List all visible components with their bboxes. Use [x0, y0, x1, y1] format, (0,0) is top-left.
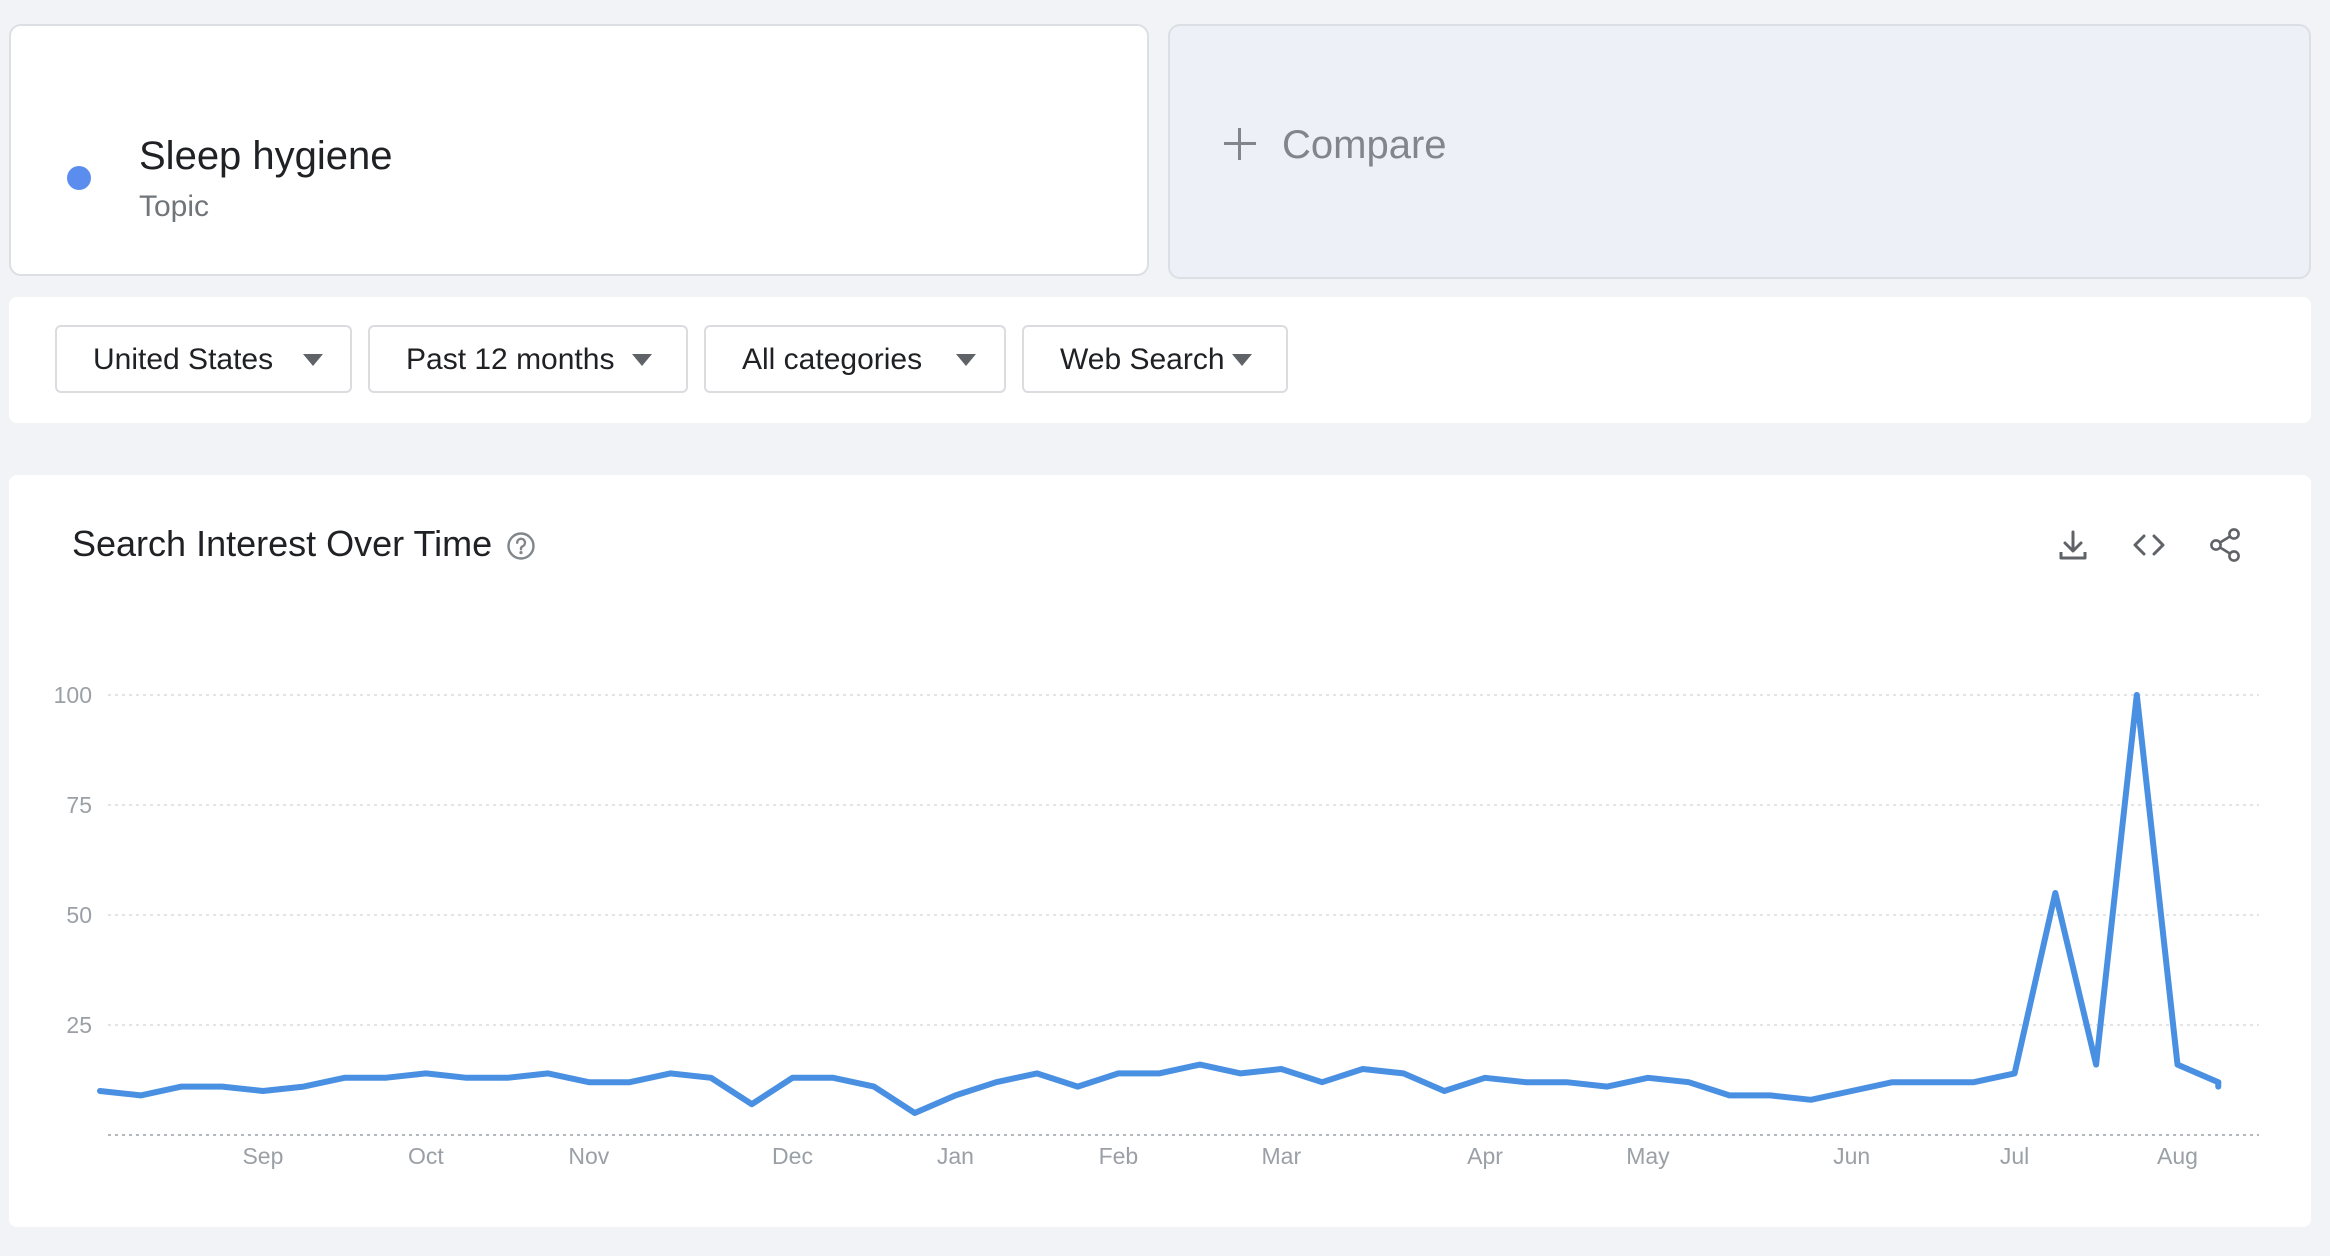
share-icon[interactable] [2205, 525, 2245, 565]
x-tick-label: Feb [1099, 1143, 1139, 1169]
category-dropdown-label: All categories [742, 343, 923, 376]
search-property-dropdown[interactable]: Web Search [1022, 325, 1288, 393]
x-tick-label: Nov [568, 1143, 609, 1169]
region-dropdown[interactable]: United States [55, 325, 352, 393]
time-range-dropdown[interactable]: Past 12 months [368, 325, 688, 393]
x-tick-label: Jan [937, 1143, 974, 1169]
category-dropdown[interactable]: All categories [704, 325, 1006, 393]
caret-down-icon [303, 354, 323, 366]
x-tick-label: May [1626, 1143, 1670, 1169]
y-tick-label: 50 [66, 902, 92, 928]
compare-label: Compare [1282, 123, 1447, 167]
x-tick-label: Dec [772, 1143, 813, 1169]
interest-over-time-card: Search Interest Over Time 100 75 50 25 Sep Oc… [9, 475, 2311, 1227]
x-tick-label: Oct [408, 1143, 444, 1169]
time-range-dropdown-label: Past 12 months [406, 343, 615, 376]
caret-down-icon [632, 354, 652, 366]
x-tick-label: Sep [242, 1143, 283, 1169]
caret-down-icon [1232, 354, 1252, 366]
embed-code-icon[interactable] [2129, 525, 2169, 565]
caret-down-icon [956, 354, 976, 366]
series-line [97, 692, 2222, 1116]
series-color-dot [67, 166, 91, 190]
filters-bar: United States Past 12 months All categor… [9, 297, 2311, 423]
y-tick-label: 100 [54, 682, 92, 708]
search-term-type: Topic [139, 190, 210, 223]
chart-title: Search Interest Over Time [72, 523, 493, 564]
download-icon[interactable] [2053, 525, 2093, 565]
x-tick-label: Aug [2157, 1143, 2198, 1169]
y-tick-label: 75 [66, 792, 92, 818]
x-tick-label: Apr [1467, 1143, 1503, 1169]
search-term-card[interactable]: Sleep hygiene Topic [9, 24, 1149, 276]
search-term-name[interactable]: Sleep hygiene [139, 134, 393, 178]
help-circle-icon[interactable] [506, 531, 536, 561]
search-property-dropdown-label: Web Search [1060, 343, 1225, 376]
x-tick-label: Mar [1262, 1143, 1302, 1169]
y-tick-label: 25 [66, 1012, 92, 1038]
x-tick-label: Jul [2000, 1143, 2029, 1169]
plus-icon [1224, 128, 1256, 160]
x-tick-label: Jun [1833, 1143, 1870, 1169]
region-dropdown-label: United States [93, 343, 274, 376]
interest-line-chart[interactable]: 100 75 50 25 Sep Oct Nov Dec Jan Feb Mar Apr May Jun J… [9, 475, 2311, 1227]
compare-button[interactable]: Compare [1168, 24, 2311, 279]
